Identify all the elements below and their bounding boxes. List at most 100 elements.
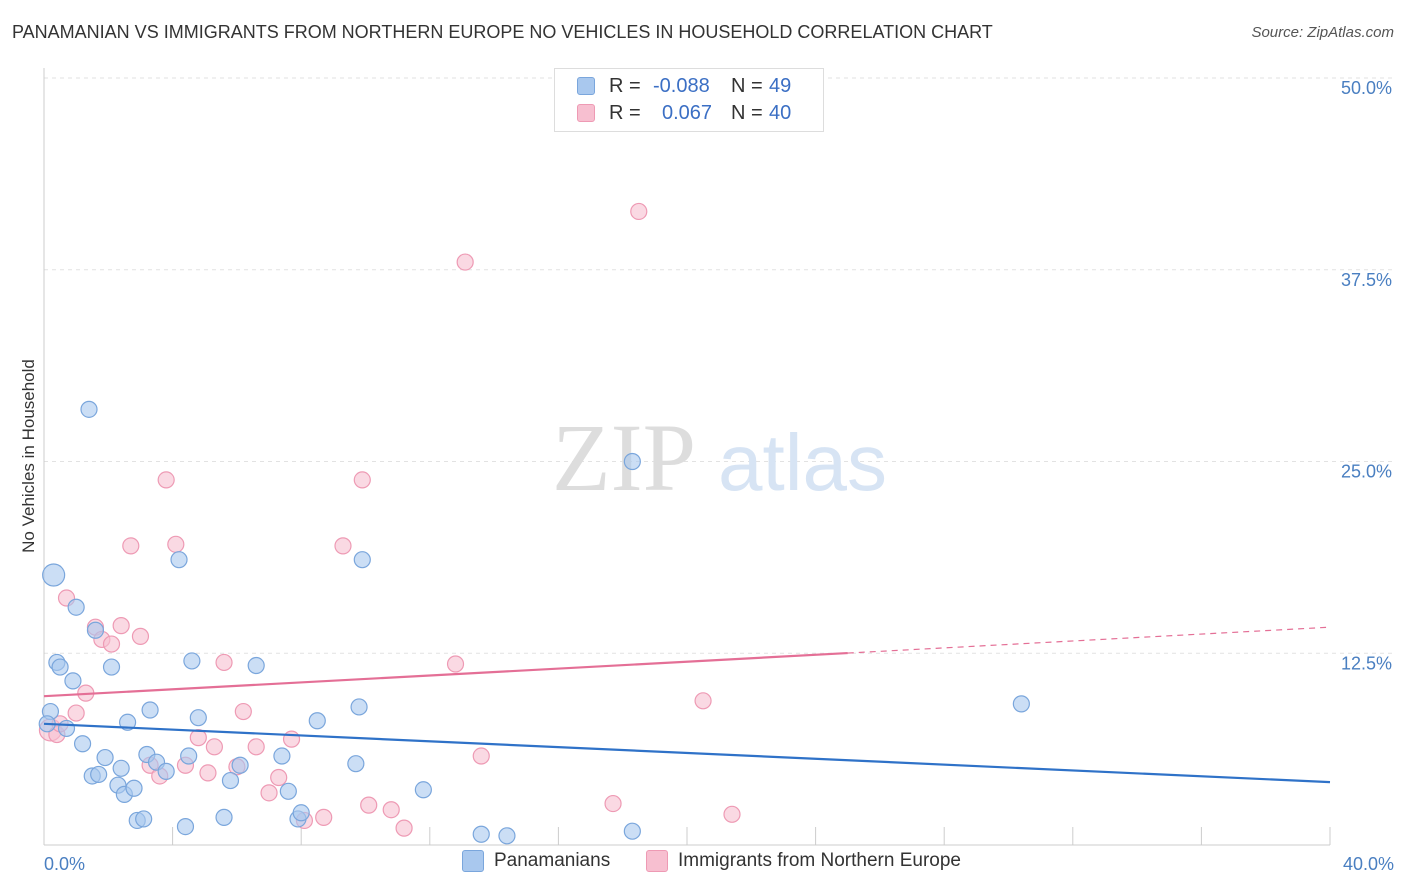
immigrants-point — [122, 537, 140, 555]
y-tick-label: 12.5% — [1341, 653, 1392, 673]
panamanians-point — [118, 713, 137, 731]
immigrants-trend-extension — [847, 626, 1331, 654]
panamanians-point — [90, 765, 108, 784]
y-tick-label: 37.5% — [1341, 270, 1392, 290]
panamanians-point — [215, 808, 233, 826]
panamanians-point — [125, 779, 143, 797]
immigrants-point — [270, 768, 288, 787]
legend-row-immigrants: R = 0.067 N = 40 — [577, 101, 791, 125]
legend-swatch-pink — [577, 104, 595, 122]
panamanians-point — [73, 735, 92, 753]
immigrants-point — [102, 635, 121, 653]
immigrants-point — [360, 796, 378, 814]
x-tick-label-min: 0.0% — [44, 854, 85, 874]
panamanians-point — [180, 747, 198, 765]
panamanians-point — [498, 827, 516, 845]
immigrants-point — [282, 730, 301, 748]
panamanians-point — [231, 756, 249, 774]
panamanians-point — [292, 804, 310, 822]
chart-title: PANAMANIAN VS IMMIGRANTS FROM NORTHERN E… — [12, 22, 993, 42]
immigrants-point — [199, 764, 217, 782]
legend-swatch-blue — [577, 77, 595, 95]
legend-r-value: 0.067 — [662, 101, 713, 124]
bottom-legend-swatch-pink — [646, 850, 668, 872]
immigrants-point — [694, 692, 712, 710]
grid-lines — [44, 77, 1392, 654]
watermark-atlas: atlas — [718, 418, 887, 507]
panamanians-point — [64, 672, 82, 690]
immigrants-point — [446, 655, 465, 673]
immigrants-point — [234, 702, 252, 721]
y-tick-labels: 12.5% 25.0% 37.5% 50.0% — [1341, 78, 1392, 673]
bottom-legend-label: Panamanians — [494, 850, 611, 871]
immigrants-point — [315, 808, 333, 826]
immigrants-point — [189, 729, 207, 747]
bottom-legend-swatch-blue — [462, 850, 484, 872]
panamanians-point — [414, 781, 432, 799]
correlation-legend: R = -0.088 N = 49 R = 0.067 N = 40 — [554, 68, 824, 132]
panamanians-point — [221, 771, 240, 790]
panamanians-point — [279, 782, 297, 800]
immigrants-point — [215, 653, 233, 672]
panamanians-point — [80, 400, 98, 418]
immigrants-point — [247, 738, 265, 756]
immigrants-point — [630, 202, 648, 221]
immigrants-point — [167, 535, 185, 553]
legend-row-panamanians: R = -0.088 N = 49 — [577, 74, 791, 98]
bottom-legend-immigrants: Immigrants from Northern Europe — [646, 850, 961, 872]
legend-r-label: R = — [609, 101, 641, 124]
immigrants-point — [131, 627, 150, 645]
panamanians-point — [86, 621, 105, 639]
panamanians-point — [1012, 695, 1030, 713]
immigrants-point — [456, 253, 474, 271]
panamanians-point — [472, 825, 490, 843]
immigrants-point — [67, 704, 85, 722]
bottom-legend-label: Immigrants from Northern Europe — [678, 850, 961, 871]
panamanians-point — [350, 698, 368, 716]
legend-n-value: 40 — [769, 101, 792, 124]
panamanians-point — [353, 551, 371, 569]
immigrants-point — [472, 747, 490, 765]
immigrants-point — [205, 738, 223, 756]
immigrants-trend-line — [43, 651, 848, 698]
panamanians-point — [347, 755, 365, 773]
panamanians-point — [623, 822, 641, 840]
panamanians-point — [112, 759, 130, 777]
panamanians-point — [247, 656, 265, 675]
panamanians-point — [102, 658, 121, 676]
immigrants-point — [395, 819, 413, 837]
panamanians-point — [57, 719, 76, 738]
legend-n-value: 49 — [769, 74, 792, 97]
panamanians-point — [623, 452, 641, 471]
watermark-zip: ZIP — [552, 404, 696, 511]
y-tick-label: 50.0% — [1341, 78, 1392, 98]
legend-n-label: N = — [731, 74, 763, 97]
immigrants-point — [604, 794, 622, 813]
bottom-legend-panamanians: Panamanians — [462, 850, 610, 872]
panamanians-trend-line — [43, 722, 1331, 784]
source-credit: Source: ZipAtlas.com — [1251, 24, 1394, 41]
series-panamanians-points — [38, 400, 1030, 845]
immigrants-point — [353, 471, 371, 489]
panamanians-point — [42, 563, 66, 587]
legend-n-label: N = — [731, 101, 763, 124]
y-axis-label: No Vehicles in Household — [19, 359, 38, 553]
trend-lines — [43, 626, 1331, 784]
panamanians-point — [157, 762, 175, 780]
x-tick-label-max: 40.0% — [1343, 854, 1394, 874]
panamanians-point — [170, 551, 188, 569]
immigrants-point — [112, 617, 130, 635]
panamanians-point — [189, 709, 207, 727]
panamanians-point — [67, 598, 85, 616]
panamanians-point — [176, 817, 195, 836]
panamanians-point — [51, 658, 69, 676]
y-tick-label: 25.0% — [1341, 462, 1392, 482]
panamanians-point — [183, 652, 201, 670]
panamanians-point — [135, 810, 153, 828]
immigrants-point — [382, 801, 400, 819]
panamanians-point — [96, 748, 114, 767]
immigrants-point — [334, 537, 352, 555]
legend-r-value: -0.088 — [653, 74, 710, 97]
series-immigrants-points — [38, 202, 741, 837]
